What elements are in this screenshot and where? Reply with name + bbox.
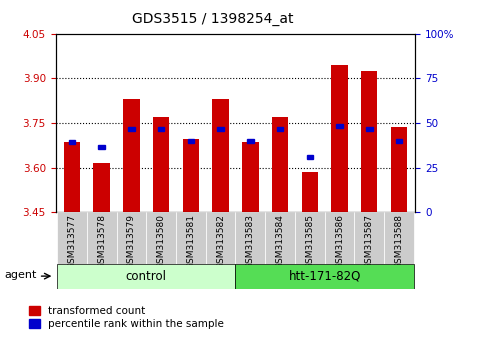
Bar: [366, 127, 372, 131]
Text: GSM313585: GSM313585: [305, 214, 314, 269]
Text: GSM313586: GSM313586: [335, 214, 344, 269]
Bar: [236, 264, 414, 289]
Bar: [384, 212, 414, 264]
Bar: [336, 124, 343, 128]
Bar: [128, 127, 135, 131]
Bar: [295, 212, 325, 264]
Text: GSM313579: GSM313579: [127, 214, 136, 269]
Bar: [301, 172, 318, 212]
Bar: [94, 163, 110, 212]
Bar: [87, 212, 116, 264]
Bar: [391, 127, 407, 212]
Text: GSM313584: GSM313584: [276, 214, 284, 269]
Bar: [307, 155, 313, 159]
Text: GSM313588: GSM313588: [395, 214, 403, 269]
Bar: [355, 212, 384, 264]
Bar: [272, 117, 288, 212]
Bar: [361, 71, 377, 212]
Bar: [396, 139, 402, 143]
Text: GSM313582: GSM313582: [216, 214, 225, 269]
Text: GSM313583: GSM313583: [246, 214, 255, 269]
Bar: [153, 117, 170, 212]
Text: GSM313587: GSM313587: [365, 214, 374, 269]
Bar: [57, 212, 87, 264]
Text: GSM313577: GSM313577: [68, 214, 76, 269]
Bar: [331, 65, 348, 212]
Bar: [116, 212, 146, 264]
Bar: [57, 264, 236, 289]
Text: GSM313581: GSM313581: [186, 214, 195, 269]
Bar: [265, 212, 295, 264]
Legend: transformed count, percentile rank within the sample: transformed count, percentile rank withi…: [29, 306, 224, 329]
Text: GSM313578: GSM313578: [97, 214, 106, 269]
Bar: [183, 139, 199, 212]
Bar: [99, 145, 105, 149]
Bar: [123, 99, 140, 212]
Text: htt-171-82Q: htt-171-82Q: [288, 270, 361, 282]
Bar: [158, 127, 164, 131]
Text: GDS3515 / 1398254_at: GDS3515 / 1398254_at: [132, 12, 293, 27]
Bar: [187, 139, 194, 143]
Bar: [247, 139, 254, 143]
Bar: [242, 142, 258, 212]
Bar: [69, 141, 75, 144]
Bar: [277, 127, 284, 131]
Bar: [236, 212, 265, 264]
Bar: [176, 212, 206, 264]
Bar: [146, 212, 176, 264]
Text: control: control: [126, 270, 167, 282]
Text: agent: agent: [5, 270, 37, 280]
Bar: [206, 212, 236, 264]
Bar: [213, 99, 229, 212]
Bar: [325, 212, 355, 264]
Bar: [64, 142, 80, 212]
Text: GSM313580: GSM313580: [156, 214, 166, 269]
Bar: [217, 127, 224, 131]
